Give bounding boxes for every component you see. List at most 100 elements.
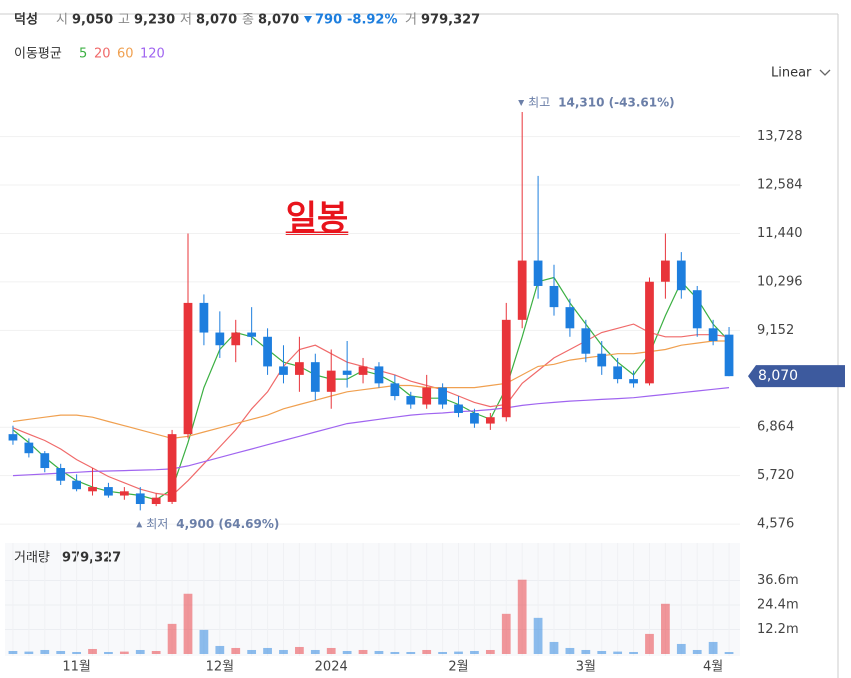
candle-body [24,442,34,454]
volume-bar [517,579,527,654]
annotation-label: 최고 [528,95,550,109]
volume-bar [72,651,81,654]
current-price-label: 8,070 [758,368,798,384]
candle-body [645,281,654,384]
volume-bar [183,593,193,654]
volume-bar [533,617,543,654]
candle-body [167,434,177,502]
candle-body [613,366,623,380]
annotation-value: 4,900 (64.69%) [176,517,279,531]
candle-body [40,453,50,469]
y-tick-label: 6,864 [757,420,794,435]
volume-bar [135,649,145,654]
change-pct: -8.92% [347,13,398,28]
volume-bar [151,650,161,654]
y-tick-label: 5,720 [757,468,794,483]
candle-body [88,487,97,492]
candle-body [454,404,463,413]
candle-body [119,491,129,496]
volume-bar [470,650,479,654]
dropdown-icon[interactable] [819,69,831,76]
y-tick-label: 4,576 [757,517,794,532]
volume-bar [501,613,511,654]
volume-bar [661,603,670,654]
volume-tick-label: 12.2m [757,622,799,637]
stock-name: 덕성 [14,12,38,28]
volume-bar [263,647,272,654]
y-tick-label: 12,584 [757,178,803,193]
candle-body [342,370,352,375]
volume-bar [8,650,18,654]
candle-body [597,353,607,367]
x-tick-label: 12월 [206,660,235,675]
volume-key: 거 [405,13,417,28]
candle-body [326,370,336,392]
volume-bar [358,649,368,654]
moving-average [12,387,730,477]
moving-average [12,340,729,440]
legend-entry: 60 [117,47,134,62]
volume-bar [279,649,288,654]
candle-body [183,302,193,435]
y-tick-label: 9,152 [757,323,794,338]
moving-average [12,276,730,501]
volume-bar [167,623,177,654]
legend-entry: 5 [79,47,87,62]
volume-bar [645,633,654,654]
volume-bar [708,641,718,654]
candle-body [263,336,272,367]
change: 790 [315,13,342,28]
candle-body [231,332,241,346]
quote-key: 시 [56,13,68,28]
candle-body [279,366,288,375]
ma-legend-title: 이동평균 [14,47,62,62]
candle-body [135,493,145,505]
header: 덕성 시 9,050 고 9,230 저 8,070 종 8,070 790 -8.92% 거 979,… [14,12,480,28]
x-tick-label: 4월 [703,660,723,675]
volume-bar [597,650,607,654]
volume-bar [676,643,686,654]
volume-bar [454,651,463,654]
stamp: 일봉 [286,199,349,239]
volume-tick-label: 24.4m [757,598,799,613]
volume-bar [342,650,352,654]
volume-bar [119,651,129,654]
candle-body [8,434,18,441]
volume-bar [438,651,447,654]
annotation-arrow [518,99,525,106]
volume-bar [692,649,702,654]
candle-body [72,480,81,490]
volume-bar [581,649,591,654]
candle-body [374,366,384,384]
candle-body [692,290,702,329]
candle-body [676,260,686,291]
legend-entry: 120 [140,47,165,62]
candle-body [485,417,495,424]
candle-body [199,302,209,333]
scale-mode[interactable]: Linear [771,66,812,81]
y-tick-label: 11,440 [757,226,803,241]
x-tick-label: 11월 [62,660,91,675]
quote-key: 저 [180,13,192,28]
annotation-value: 14,310 (-43.61%) [558,95,674,109]
moving-average [12,323,730,497]
candle-body [422,387,432,405]
quote-value: 9,230 [134,13,175,28]
candle-body [390,383,400,397]
candle-body [215,332,225,346]
volume-bar [247,649,257,654]
volume-bar [565,647,575,654]
volume-bar [40,649,50,654]
candle-body [533,260,543,286]
volume-label: 거래량 [14,551,50,566]
y-tick-label: 10,296 [757,274,803,289]
volume-bar [310,649,320,654]
quote-key: 고 [118,13,130,28]
volume-bar [199,629,209,654]
volume-value: 979,327 [421,13,480,28]
candle-body [708,328,718,342]
volume-bar [24,651,34,654]
annotation-arrow [136,521,143,528]
volume-bar [231,647,241,654]
